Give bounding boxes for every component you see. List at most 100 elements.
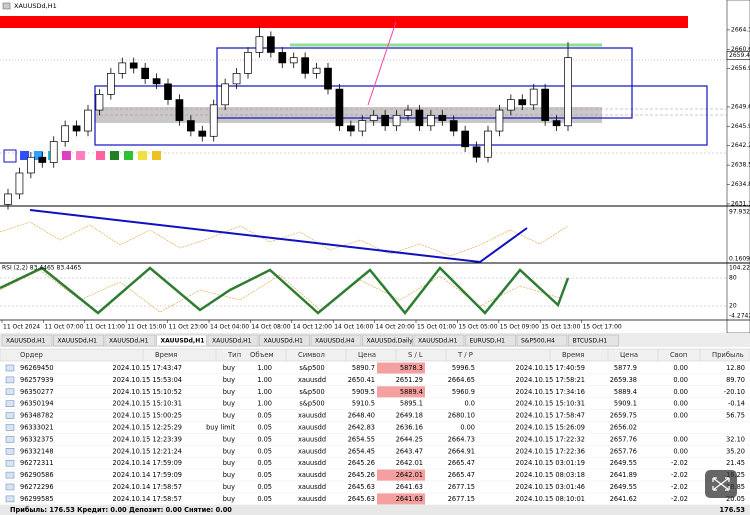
time-label: 11 Oct 15:00 xyxy=(127,324,166,331)
time-label: 15 Oct 05:00 xyxy=(458,324,497,331)
time-label: 11 Oct 11:00 xyxy=(86,324,125,331)
tool-box[interactable] xyxy=(138,151,147,160)
tab-label[interactable]: XAUUSDd,H1 xyxy=(418,338,458,345)
tab-label[interactable]: XAUUSDd,H4 xyxy=(315,338,355,345)
tab[interactable] xyxy=(53,334,104,347)
table-cell: 96350277 xyxy=(20,388,54,396)
tabs: XAUUSDd,H1 XAUUSDd,H1 XAUUSDd,H1 XAUUSDd,H1… xyxy=(1,334,619,347)
table-cell: 2645.63 xyxy=(348,483,375,491)
candle-body xyxy=(187,120,195,132)
tab[interactable] xyxy=(516,334,568,347)
tab-label[interactable]: XAUUSDd,H1 xyxy=(161,338,205,345)
table-cell: 2677.15 xyxy=(448,483,475,491)
candle-body xyxy=(255,36,264,53)
zoom-button[interactable] xyxy=(705,470,737,498)
candle-body xyxy=(278,52,287,64)
tab[interactable] xyxy=(413,334,465,347)
tab-label[interactable]: XAUUSDd,H1 xyxy=(58,338,98,345)
time-label: 15 Oct 09:00 xyxy=(500,324,539,331)
candle-body xyxy=(564,57,572,127)
table-cell: buy xyxy=(223,412,235,420)
candle-body xyxy=(484,130,492,158)
table-cell: 2024.10.15 03:01:19 xyxy=(516,459,585,467)
candle-body xyxy=(289,57,298,64)
candle-body xyxy=(72,125,81,132)
tool-box[interactable] xyxy=(124,151,133,160)
table-cell: 5877.9 xyxy=(614,364,637,372)
table-cell: 0.05 xyxy=(257,459,272,467)
tab-label[interactable]: S&P500,H4 xyxy=(521,338,555,345)
tab-label[interactable]: XAUUSDd,H1 xyxy=(212,338,252,345)
tab-label[interactable]: XAUUSDd,Daily xyxy=(367,338,414,345)
table-cell: 2024.10.15 17:40:59 xyxy=(516,364,585,372)
tab[interactable] xyxy=(207,334,259,347)
tool-box[interactable] xyxy=(96,151,105,160)
table-cell: 2645.26 xyxy=(348,459,375,467)
tab-label[interactable]: XAUUSDd,H1 xyxy=(109,338,149,345)
rsi-axis-label: 80 xyxy=(729,275,737,282)
rsi-axis-label: -4.2742 xyxy=(729,313,750,320)
tab[interactable] xyxy=(362,334,413,347)
zoom-icon[interactable] xyxy=(712,477,730,491)
tool-box[interactable] xyxy=(3,149,17,163)
tab-label[interactable]: XAUUSDd,H1 xyxy=(264,338,304,345)
price-label: 2638.50 xyxy=(731,162,750,169)
tab[interactable] xyxy=(1,334,53,347)
table-cell: buy xyxy=(223,376,235,384)
price-label: 2631.10 xyxy=(731,200,750,207)
table-cell: buy xyxy=(223,495,235,503)
price-label: 2642.20 xyxy=(731,142,750,149)
tab[interactable] xyxy=(465,334,516,347)
table-cell: 96290586 xyxy=(20,471,54,479)
tab-label[interactable]: EURUSD,H1 xyxy=(470,338,506,345)
table-cell: 2664.91 xyxy=(448,447,475,455)
table-cell: 2665.47 xyxy=(448,471,475,479)
table-cell: buy xyxy=(223,471,235,479)
candle-body xyxy=(267,36,275,53)
tab-label[interactable]: XAUUSDd,H1 xyxy=(6,338,46,345)
table-cell: 2641.63 xyxy=(396,483,423,491)
candle-body xyxy=(84,109,92,132)
table-cell: s&p500 xyxy=(299,364,324,372)
table-cell: 2024.10.15 17:34:16 xyxy=(516,388,585,396)
table-cell: 2654.55 xyxy=(348,435,375,443)
tab[interactable] xyxy=(156,334,207,347)
table-cell: 2657.76 xyxy=(610,435,637,443)
tool-box[interactable] xyxy=(76,151,85,160)
candle-body xyxy=(358,120,367,132)
time-label: 14 Oct 16:00 xyxy=(334,324,373,331)
candle-body xyxy=(4,193,12,205)
tab[interactable] xyxy=(568,334,619,347)
indicator-axis-label: 0.1609 xyxy=(729,256,750,263)
tool-box[interactable] xyxy=(34,151,43,160)
candle-body xyxy=(107,73,115,95)
tab[interactable] xyxy=(259,334,310,347)
time-label: 14 Oct 20:00 xyxy=(376,324,415,331)
table-cell: 2641.62 xyxy=(610,495,637,503)
tool-box[interactable] xyxy=(62,151,71,160)
table-cell: 1.00 xyxy=(257,376,272,384)
tab[interactable] xyxy=(310,334,362,347)
row-icon xyxy=(5,400,15,407)
candle-body xyxy=(449,120,458,132)
row-icon xyxy=(5,424,15,431)
table-cell: 96269450 xyxy=(20,364,54,372)
tool-box[interactable] xyxy=(152,151,161,160)
time-label: 15 Oct 01:00 xyxy=(417,324,456,331)
table-cell: 2648.40 xyxy=(348,412,375,420)
candle-body xyxy=(369,114,378,121)
table-cell: 2677.15 xyxy=(448,495,475,503)
table-cell: buy xyxy=(223,400,235,408)
time-label: 11 Oct 2024 xyxy=(3,324,40,331)
tool-box[interactable] xyxy=(20,151,29,160)
table-cell: 5996.5 xyxy=(452,364,475,372)
tab[interactable] xyxy=(104,334,156,347)
tool-box[interactable] xyxy=(110,151,119,160)
table-cell: xauusdd xyxy=(298,447,326,455)
table-cell: 96332375 xyxy=(20,435,54,443)
column-header: Время xyxy=(155,351,177,359)
tab-label[interactable]: BTCUSD,H1 xyxy=(573,338,608,345)
row-icon xyxy=(5,364,15,372)
candle-body xyxy=(49,141,58,163)
price-label: 2660.60 xyxy=(731,46,750,53)
